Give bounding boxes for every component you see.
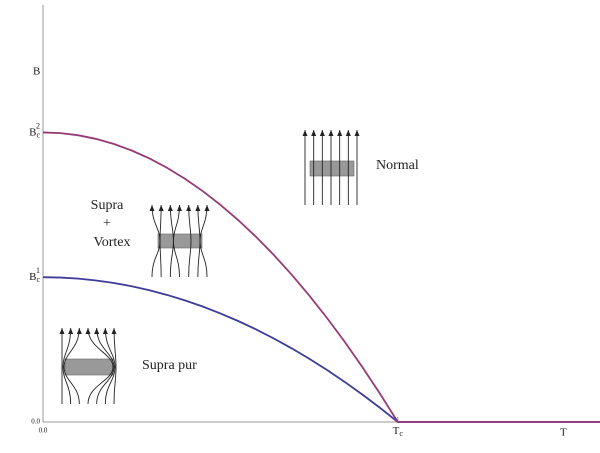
arrow-head — [186, 205, 192, 211]
arrow-head — [59, 328, 65, 334]
y-tick-label: Bc2 — [29, 121, 40, 139]
y-tick-label: 0.0 — [31, 418, 40, 426]
annotation: Normal — [376, 158, 419, 173]
arrow-head — [195, 205, 201, 211]
arrow-head — [302, 130, 308, 136]
arrow-head — [102, 328, 108, 334]
field-line — [104, 327, 116, 405]
arrow-head — [311, 130, 317, 136]
annotation: Supra pur — [142, 358, 197, 373]
field-line — [188, 204, 192, 278]
annotation: + — [103, 216, 111, 231]
arrow-head — [111, 328, 117, 334]
x-tick-label: Tc — [393, 425, 404, 438]
field-icon — [302, 130, 360, 205]
sample — [64, 358, 114, 376]
arrow-head — [177, 205, 182, 211]
x-tick-label: 0.0 — [39, 427, 48, 435]
y-axis-label: B — [33, 66, 40, 78]
arrow-head — [345, 130, 351, 136]
annotation: Vortex — [93, 235, 130, 250]
y-tick-label: Bc1 — [29, 266, 40, 284]
arrow-head — [204, 205, 210, 211]
arrow-head — [167, 205, 173, 211]
arrow-head — [94, 328, 100, 334]
arrow-head — [328, 130, 334, 136]
sample — [309, 160, 355, 177]
sample — [157, 233, 203, 249]
arrow-head — [85, 328, 91, 334]
field-line — [96, 327, 115, 405]
arrow-head — [337, 130, 343, 136]
arrow-head — [149, 205, 155, 211]
x-axis-label: T — [560, 427, 567, 439]
field-line — [113, 327, 117, 405]
arrow-head — [76, 328, 82, 334]
arrow-head — [354, 130, 360, 136]
curve — [42, 131, 600, 423]
field-line — [199, 204, 208, 278]
arrow-head — [158, 205, 164, 211]
curve — [42, 276, 600, 423]
field-line — [62, 327, 72, 405]
field-icon — [59, 327, 117, 405]
field-line — [87, 327, 114, 405]
field-icon — [149, 204, 210, 278]
field-line — [159, 204, 162, 278]
field-line — [63, 327, 80, 405]
arrow-head — [319, 130, 325, 136]
field-line — [172, 204, 180, 278]
annotation: Supra — [91, 198, 124, 213]
arrow-head — [68, 328, 74, 334]
